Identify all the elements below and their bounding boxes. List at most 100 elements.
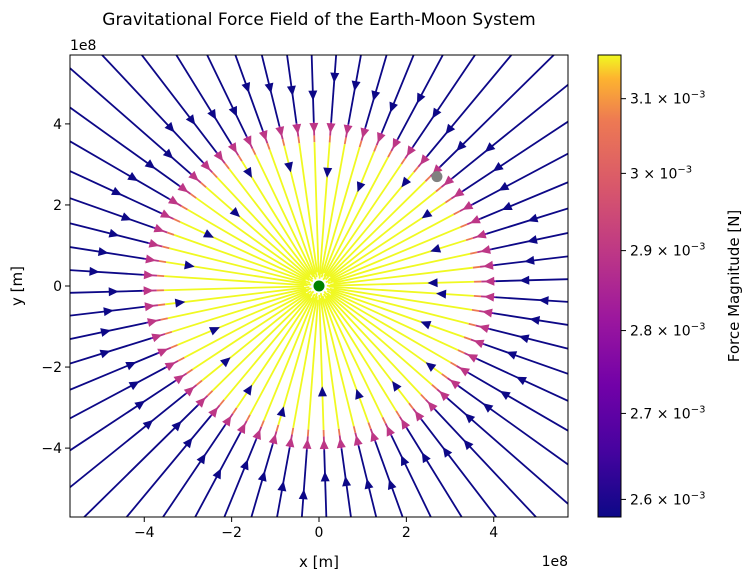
streamline-transition [275, 424, 280, 432]
streamline-outer [491, 232, 568, 251]
streamline-arrow [153, 223, 165, 233]
streamline-outer [70, 170, 161, 214]
streamline-arrow [445, 123, 456, 135]
streamline-outer [70, 305, 144, 317]
streamline-arrow [416, 92, 426, 104]
streamline-arrow [353, 435, 363, 446]
streamline-inner [325, 213, 454, 284]
streamline-outer [286, 55, 298, 124]
streamline-arrow [284, 161, 293, 173]
streamline-arrow [286, 85, 296, 97]
moon-marker [431, 171, 443, 183]
streamline-arrow [188, 170, 199, 182]
streamline-transition [162, 245, 170, 250]
streamline-arrow [222, 415, 232, 427]
streamline-arrow [174, 298, 186, 308]
streamline-arrow [538, 296, 549, 306]
streamline-arrow [275, 126, 285, 137]
streamline-arrow [527, 213, 539, 223]
streamline-transition [281, 138, 286, 147]
streamline-outer [276, 447, 291, 517]
streamline-transition [457, 349, 465, 354]
streamline-transition [232, 407, 238, 415]
colorbar-tick-label: 2.7 × 10−3 [630, 404, 705, 422]
streamline-arrow [420, 321, 432, 330]
streamline-transition [200, 181, 207, 188]
streamline-outer [357, 445, 378, 517]
streamline-inner [167, 287, 307, 320]
streamline-inner [326, 287, 465, 338]
x-tick-label: 2 [402, 525, 411, 541]
streamline-outer [175, 55, 232, 145]
colorbar-tick-label: 2.8 × 10−3 [630, 322, 705, 340]
streamline-outer [396, 55, 444, 140]
streamline-inner [326, 171, 415, 277]
colorbar: 2.6 × 10−3 2.7 × 10−3 2.8 × 10−3 2.9 × 10−3… [597, 54, 743, 518]
streamline-arrow [167, 195, 179, 205]
colorbar-tick-label: 3 × 10−3 [630, 164, 692, 182]
streamline-inner [249, 293, 316, 416]
streamline-outer [420, 419, 498, 517]
streamline-inner [241, 160, 315, 278]
streamline-transition [266, 142, 271, 150]
streamline-outer [70, 352, 158, 391]
streamline-arrow [421, 452, 431, 464]
streamline-outer [70, 337, 152, 365]
streamline-inner [164, 275, 308, 287]
streamline-arrow [108, 287, 119, 297]
streamline-outer [390, 435, 432, 517]
streamline-outer [472, 152, 568, 206]
streamline-arrow [276, 406, 286, 418]
streamline-arrow [527, 235, 538, 244]
streamline-inner [326, 280, 475, 287]
streamline-arrow [298, 489, 308, 500]
bodies [313, 171, 443, 292]
streamline-arrow [482, 308, 493, 318]
streamline-inner [292, 296, 318, 429]
streamline-arrow [268, 433, 278, 445]
streamline-transition [237, 154, 243, 162]
streamline-arrow [147, 318, 158, 327]
streamline-arrow [241, 81, 251, 93]
streamline-transition [206, 390, 214, 397]
streamline-arrow [356, 181, 366, 193]
streamline-arrow [144, 302, 155, 312]
x-axis-label: x [m] [299, 553, 339, 571]
streamline-arrow [420, 154, 430, 165]
streamline-arrow [484, 276, 495, 286]
streamline-outer [489, 328, 568, 350]
streamline-outer [70, 380, 176, 452]
streamline-transition [395, 410, 401, 418]
streamline-inner [329, 287, 469, 325]
streamline-arrow [360, 127, 370, 139]
streamline-arrow [425, 362, 437, 372]
colorbar-ticks: 2.6 × 10−3 2.7 × 10−3 2.8 × 10−3 2.9 × 10−3… [621, 90, 705, 508]
streamline-transition [158, 260, 167, 263]
streamline-inner [333, 252, 471, 284]
streamline-arrow [195, 397, 206, 408]
streamline-arrow [439, 390, 450, 402]
streamline-arrow [97, 247, 109, 256]
streamline-inner [320, 146, 361, 278]
streamline-transition [413, 166, 419, 173]
streamline-arrow [443, 175, 455, 186]
x-tick-label: 0 [315, 525, 324, 541]
streamline-outer [250, 444, 274, 517]
streamline-arrow [464, 413, 476, 424]
streamline-outer [364, 55, 388, 128]
colorbar-tick-label: 3.1 × 10−3 [630, 90, 705, 108]
streamline-outer [495, 278, 568, 283]
streamline-outer [310, 55, 315, 122]
streamline-arrow [257, 470, 267, 482]
streamline-inner [323, 151, 375, 274]
streamline-inner [330, 290, 459, 351]
streamline-outer [70, 393, 187, 489]
streamline-arrow [364, 478, 374, 490]
streamline-arrow [308, 90, 318, 101]
streamline-arrow [459, 367, 471, 377]
streamline-arrow [157, 348, 169, 357]
streamline-arrow [370, 431, 380, 443]
y-offset-label: 1e8 [70, 38, 96, 54]
streamline-outer [458, 385, 568, 466]
streamline-transition [186, 368, 194, 375]
